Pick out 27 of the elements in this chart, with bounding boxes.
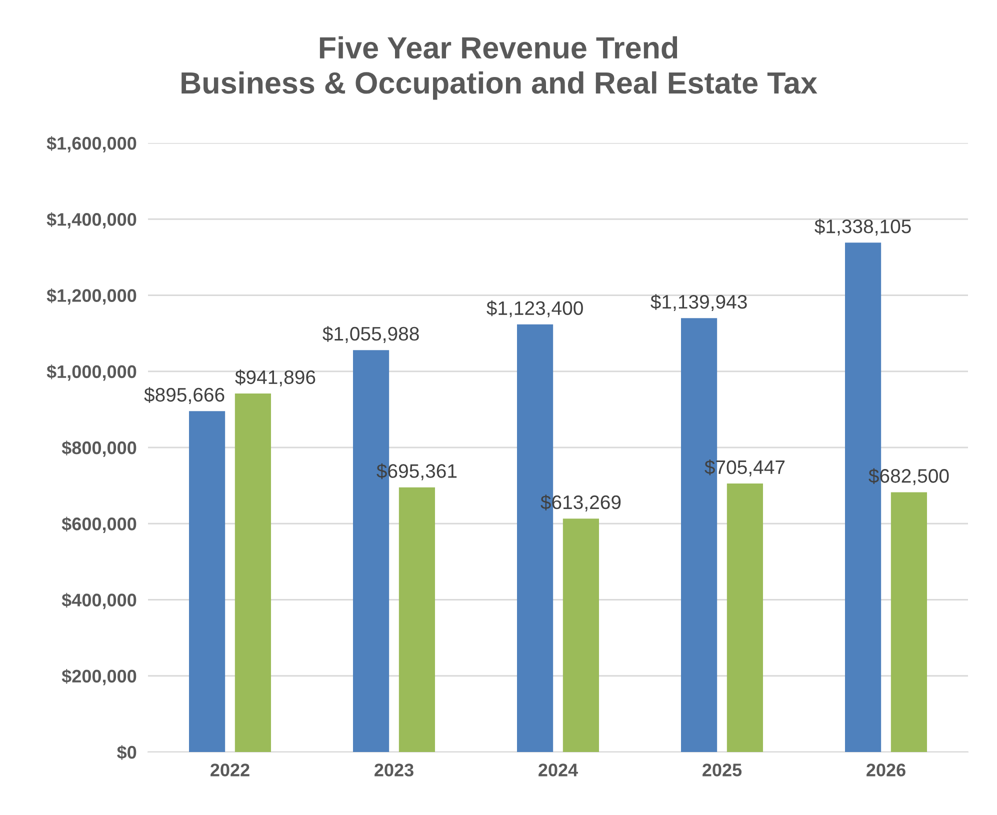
y-tick-label: $1,200,000 [46, 288, 136, 305]
y-tick-label: $1,600,000 [46, 136, 136, 152]
y-tick-label: $600,000 [62, 516, 136, 533]
y-tick-label: $0 [117, 745, 136, 760]
bar [562, 518, 599, 752]
chart-title: Five Year Revenue Trend Business & Occupation and Real Estate Tax [182, 36, 818, 100]
data-label: $1,338,105 [814, 218, 911, 236]
x-tick-label: 2025 [702, 764, 742, 776]
bar [890, 492, 927, 752]
x-tick-label: 2026 [866, 764, 906, 776]
y-tick-label: $200,000 [62, 669, 136, 686]
data-label: $1,123,400 [486, 300, 583, 318]
data-label: $941,896 [235, 370, 316, 386]
x-tick-label: 2024 [538, 764, 578, 776]
y-tick-label: $400,000 [62, 592, 136, 610]
x-tick-label: 2022 [210, 764, 250, 776]
y-tick-label: $800,000 [62, 440, 136, 457]
y-tick-label: $1,000,000 [46, 364, 136, 381]
bar [398, 487, 435, 752]
data-label: $1,139,943 [650, 294, 747, 312]
bar [234, 393, 271, 752]
bar [189, 411, 226, 752]
data-label: $1,055,988 [322, 326, 419, 343]
y-tick-label: $1,400,000 [46, 212, 136, 228]
x-tick-label: 2023 [374, 764, 414, 776]
data-label: $895,666 [144, 387, 224, 404]
bar [726, 483, 763, 752]
